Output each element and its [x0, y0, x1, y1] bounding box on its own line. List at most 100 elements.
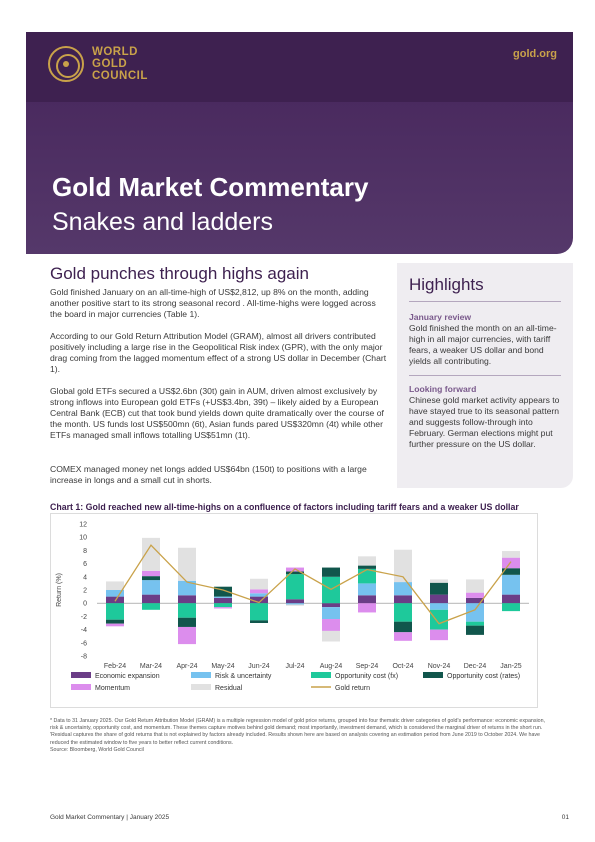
legend-label: Economic expansion	[95, 673, 160, 680]
y-axis-label: Return (%)	[56, 573, 63, 607]
chart-title: Chart 1: Gold reached new all-time-highs…	[50, 502, 519, 512]
section-heading: Gold punches through highs again	[50, 264, 309, 283]
bar-opportunity-cost-rates--sep-24	[358, 565, 376, 569]
bar-residual-jun-24	[250, 578, 268, 590]
bar-opportunity-cost-fx--oct-24	[394, 603, 412, 622]
highlight-text-2: Chinese gold market activity appears to …	[409, 395, 560, 449]
bar-momentum-jan-25	[502, 557, 520, 569]
bar-opportunity-cost-fx--jun-24	[250, 603, 268, 621]
bar-risk-uncertainty-may-24	[214, 596, 232, 598]
bar-opportunity-cost-rates--aug-24	[322, 567, 340, 577]
bar-opportunity-cost-rates--nov-24	[430, 582, 448, 595]
bar-risk-uncertainty-jun-24	[250, 593, 268, 597]
x-tick-label: Jul-24	[285, 663, 304, 670]
bar-economic-expansion-aug-24	[322, 603, 340, 608]
bar-momentum-feb-24	[106, 623, 124, 627]
bar-momentum-mar-24	[142, 570, 160, 577]
y-tick-label: 12	[79, 522, 87, 529]
bar-momentum-may-24	[214, 607, 232, 609]
bar-opportunity-cost-rates--dec-24	[466, 625, 484, 635]
bar-opportunity-cost-fx--jul-24	[286, 574, 304, 600]
y-tick-label: -2	[81, 614, 87, 621]
wgc-logo[interactable]: WORLD GOLD COUNCIL	[48, 46, 148, 82]
bar-opportunity-cost-rates--feb-24	[106, 619, 124, 624]
bar-opportunity-cost-fx--mar-24	[142, 603, 160, 610]
bar-economic-expansion-sep-24	[358, 595, 376, 604]
y-tick-label: 2	[83, 588, 87, 595]
bar-momentum-aug-24	[322, 619, 340, 631]
x-tick-label: Aug-24	[320, 663, 343, 670]
page-number: 01	[561, 814, 569, 821]
bar-risk-uncertainty-apr-24	[178, 580, 196, 596]
bar-risk-uncertainty-jul-24	[286, 603, 304, 605]
legend-label: Momentum	[95, 685, 130, 692]
paragraph-1: Gold finished January on an all-time-hig…	[50, 287, 376, 319]
y-tick-label: -4	[81, 627, 87, 634]
legend-label: Opportunity cost (fx)	[335, 673, 398, 680]
logo-line-2: GOLD	[92, 58, 128, 70]
bar-residual-jul-24	[286, 604, 304, 606]
x-tick-label: Sep-24	[356, 663, 379, 670]
x-tick-label: Jan-25	[500, 663, 522, 670]
bar-risk-uncertainty-nov-24	[430, 603, 448, 610]
bar-residual-aug-24	[322, 630, 340, 642]
bar-residual-dec-24	[466, 579, 484, 593]
chart-notes: * Data to 31 January 2025. Our Gold Retu…	[50, 718, 550, 754]
highlight-text-1: Gold finished the month on an all-time-h…	[409, 323, 561, 376]
bar-momentum-apr-24	[178, 626, 196, 645]
y-tick-label: 8	[83, 548, 87, 555]
bar-momentum-sep-24	[358, 603, 376, 613]
site-link[interactable]: gold.org	[513, 48, 557, 60]
bar-opportunity-cost-fx--apr-24	[178, 603, 196, 618]
bar-economic-expansion-dec-24	[466, 597, 484, 604]
x-tick-label: May-24	[211, 663, 234, 670]
chart-container: Return (%) -8 -6 -4 -2 0 2 4 6 8 10 12 Feb-24 Mar-24 A…	[50, 513, 538, 708]
legend-swatch	[71, 684, 91, 690]
legend-swatch	[191, 672, 211, 678]
x-tick-label: Oct-24	[392, 663, 413, 670]
bar-residual-mar-24	[142, 537, 160, 571]
bar-risk-uncertainty-mar-24	[142, 580, 160, 595]
legend-label: Gold return	[335, 685, 370, 692]
bar-risk-uncertainty-sep-24	[358, 583, 376, 596]
bar-momentum-dec-24	[466, 592, 484, 598]
wgc-logo-icon	[48, 46, 84, 82]
legend-swatch	[311, 672, 331, 678]
logo-text: WORLD GOLD COUNCIL	[92, 46, 148, 82]
notes-source: Source: Bloomberg, World Gold Council	[50, 746, 144, 753]
bar-opportunity-cost-fx--feb-24	[106, 603, 124, 620]
bar-opportunity-cost-rates--may-24	[214, 586, 232, 597]
page-title: Gold Market Commentary	[52, 172, 369, 202]
bar-momentum-nov-24	[430, 629, 448, 641]
bar-opportunity-cost-fx--may-24	[214, 603, 232, 608]
bar-economic-expansion-jan-25	[502, 594, 520, 604]
bar-risk-uncertainty-jan-25	[502, 574, 520, 595]
bar-opportunity-cost-rates--jul-24	[286, 571, 304, 575]
paragraph-3: Global gold ETFs secured a US$2.6bn (30t…	[50, 386, 384, 440]
y-tick-label: -6	[81, 640, 87, 647]
bar-residual-oct-24	[394, 549, 412, 583]
x-tick-label: Dec-24	[464, 663, 487, 670]
bar-residual-feb-24	[106, 581, 124, 590]
bar-opportunity-cost-fx--jan-25	[502, 603, 520, 612]
page-subtitle: Snakes and ladders	[52, 208, 273, 236]
bar-momentum-jun-24	[250, 589, 268, 594]
notes-text: * Data to 31 January 2025. Our Gold Retu…	[50, 718, 546, 746]
highlight-heading-2: Looking forward	[409, 384, 477, 394]
bar-economic-expansion-oct-24	[394, 595, 412, 604]
bar-risk-uncertainty-dec-24	[466, 603, 484, 622]
bar-residual-sep-24	[358, 556, 376, 566]
bar-opportunity-cost-rates--mar-24	[142, 576, 160, 581]
gold-return-line	[114, 544, 512, 625]
bar-momentum-oct-24	[394, 632, 412, 641]
y-tick-label: 4	[83, 574, 87, 581]
highlights-box: Highlights January review Gold finished …	[397, 263, 573, 488]
x-tick-label: Jun-24	[248, 663, 270, 670]
bar-economic-expansion-jun-24	[250, 596, 268, 604]
bar-opportunity-cost-rates--apr-24	[178, 617, 196, 627]
attribution-chart: Return (%) -8 -6 -4 -2 0 2 4 6 8 10 12 Feb-24 Mar-24 A…	[56, 522, 529, 692]
bar-opportunity-cost-rates--jan-25	[502, 568, 520, 575]
bar-residual-nov-24	[430, 579, 448, 583]
header-banner: WORLD GOLD COUNCIL gold.org Gold Market …	[26, 32, 573, 254]
legend-swatch	[423, 672, 443, 678]
